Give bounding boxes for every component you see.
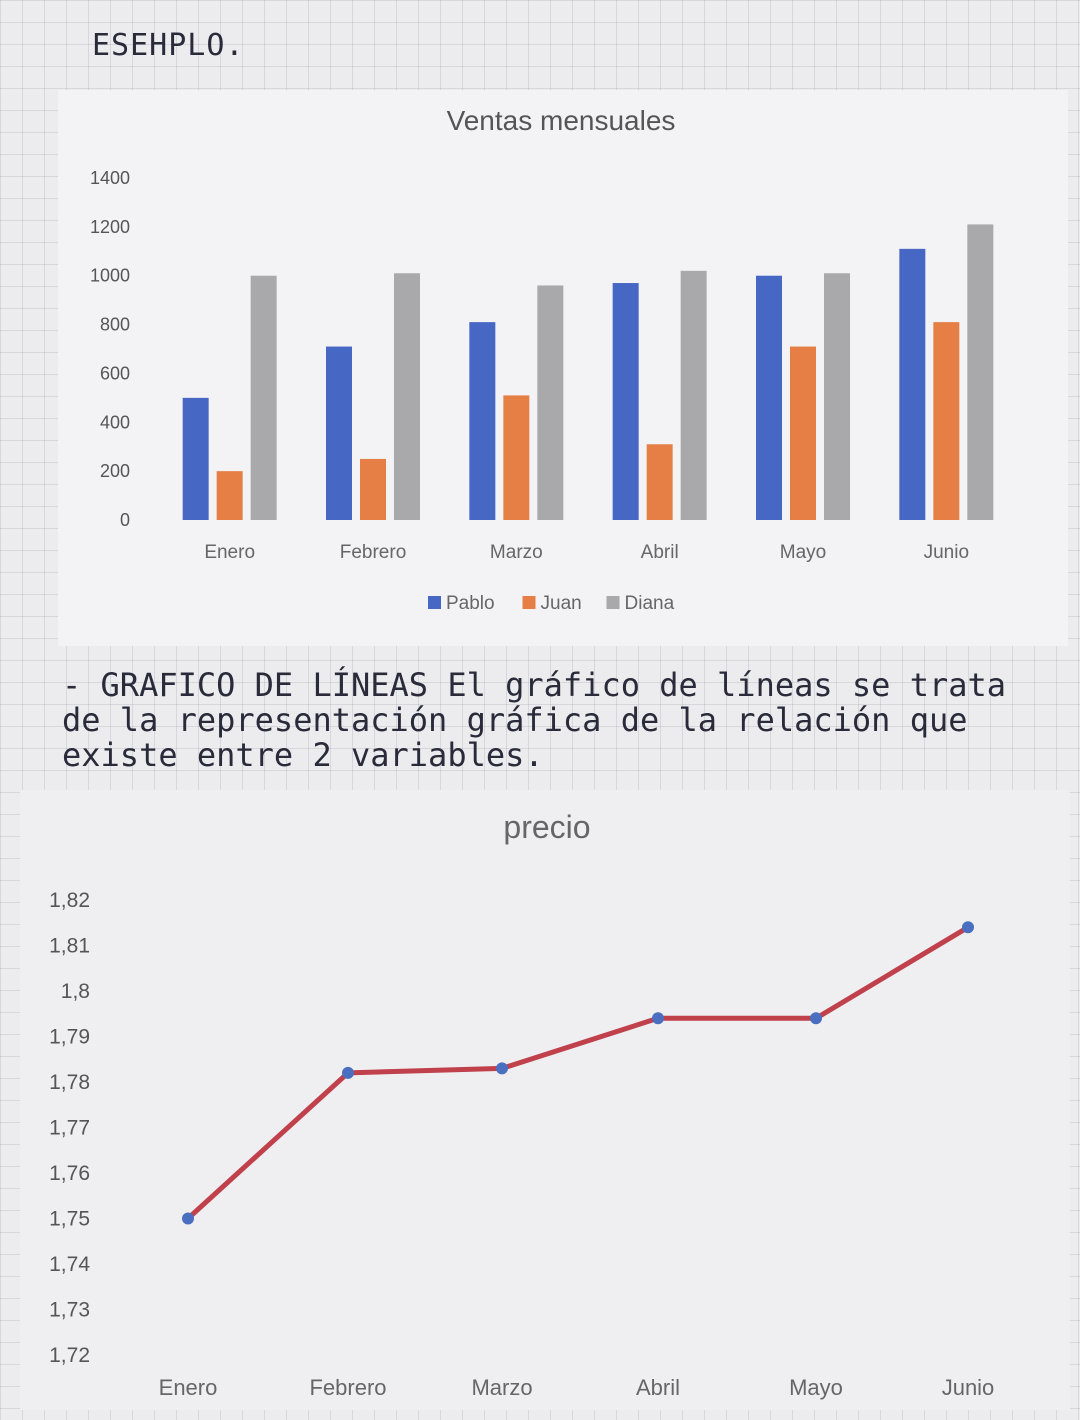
x-tick-label: Junio (924, 542, 969, 563)
bar-pablo (899, 248, 926, 521)
y-tick-label: 1,78 (49, 1071, 90, 1094)
x-tick-label: Marzo (471, 1375, 532, 1400)
y-tick-label: 1400 (90, 168, 130, 188)
y-tick-label: 1000 (90, 266, 130, 286)
data-point (962, 921, 974, 934)
bar-diana (680, 270, 707, 520)
x-tick-label: Abril (641, 542, 679, 563)
line-chart-note: - GRAFICO DE LÍNEAS El gráfico de líneas… (62, 666, 1007, 774)
bar-pablo (469, 322, 496, 520)
y-tick-label: 400 (100, 412, 130, 432)
line-chart-sheet: precio 1,72 1,73 1,74 1,75 1,76 1,77 1,78 1,79 1,… (20, 790, 1070, 1410)
bar-diana (537, 285, 564, 520)
y-tick-label: 1,74 (49, 1253, 90, 1276)
x-tick-label: Febrero (309, 1375, 386, 1400)
legend-swatch (428, 596, 441, 609)
x-tick-label: Enero (204, 542, 255, 563)
y-tick-label: 1,72 (49, 1344, 90, 1367)
x-tick-label: Febrero (340, 542, 407, 563)
bar-juan (360, 458, 386, 520)
legend-swatch (606, 596, 620, 609)
y-tick-label: 1,82 (49, 889, 90, 912)
y-tick-label: 1,76 (49, 1162, 90, 1185)
bar-juan (503, 395, 530, 520)
y-tick-label: 800 (100, 315, 130, 335)
chart-title: precio (503, 809, 590, 845)
y-tick-label: 1200 (90, 217, 130, 237)
legend-label: Pablo (446, 593, 495, 614)
bar-juan (646, 444, 673, 520)
y-tick-label: 0 (120, 510, 130, 530)
x-tick-label: Abril (636, 1375, 680, 1400)
y-tick-label: 1,8 (61, 980, 90, 1003)
bar-juan (933, 322, 960, 520)
bar-pablo (326, 346, 352, 520)
bar-juan (790, 346, 816, 520)
legend-label: Diana (625, 593, 675, 614)
line-chart: precio 1,72 1,73 1,74 1,75 1,76 1,77 1,78 1,79 1,… (49, 809, 995, 1400)
y-tick-label: 1,75 (49, 1208, 90, 1231)
bar-diana (824, 273, 850, 520)
x-tick-label: Junio (942, 1375, 995, 1400)
chart-title: Ventas mensuales (447, 105, 676, 136)
legend-label: Juan (541, 593, 582, 614)
bar-pablo (756, 275, 782, 520)
legend-swatch (522, 596, 536, 609)
bar-diana (967, 224, 994, 520)
x-tick-label: Mayo (780, 542, 826, 563)
x-tick-label: Marzo (490, 542, 543, 563)
data-point (182, 1212, 194, 1225)
x-tick-label: Enero (159, 1375, 218, 1400)
y-tick-label: 200 (100, 461, 130, 481)
data-point (342, 1066, 354, 1079)
y-tick-label: 600 (100, 363, 130, 383)
y-tick-label: 1,81 (49, 935, 90, 958)
y-tick-label: 1,73 (49, 1299, 90, 1322)
data-point (496, 1062, 508, 1075)
bar-chart-sheet: Ventas mensuales 0 200 400 600 800 1000 1200 140… (58, 90, 1068, 646)
bar-chart: Ventas mensuales 0 200 400 600 800 1000 1200 140… (90, 105, 994, 614)
bar-pablo (182, 397, 209, 520)
data-point (652, 1012, 664, 1025)
y-tick-label: 1,77 (49, 1117, 90, 1140)
bar-diana (250, 275, 277, 520)
series-line (186, 925, 970, 1221)
data-point (810, 1012, 822, 1025)
bar-diana (394, 273, 420, 520)
page-heading: ESEHPLO. (92, 28, 245, 63)
bar-pablo (612, 283, 639, 520)
x-tick-label: Mayo (789, 1375, 843, 1400)
bar-juan (216, 471, 243, 520)
y-tick-label: 1,79 (49, 1026, 90, 1049)
